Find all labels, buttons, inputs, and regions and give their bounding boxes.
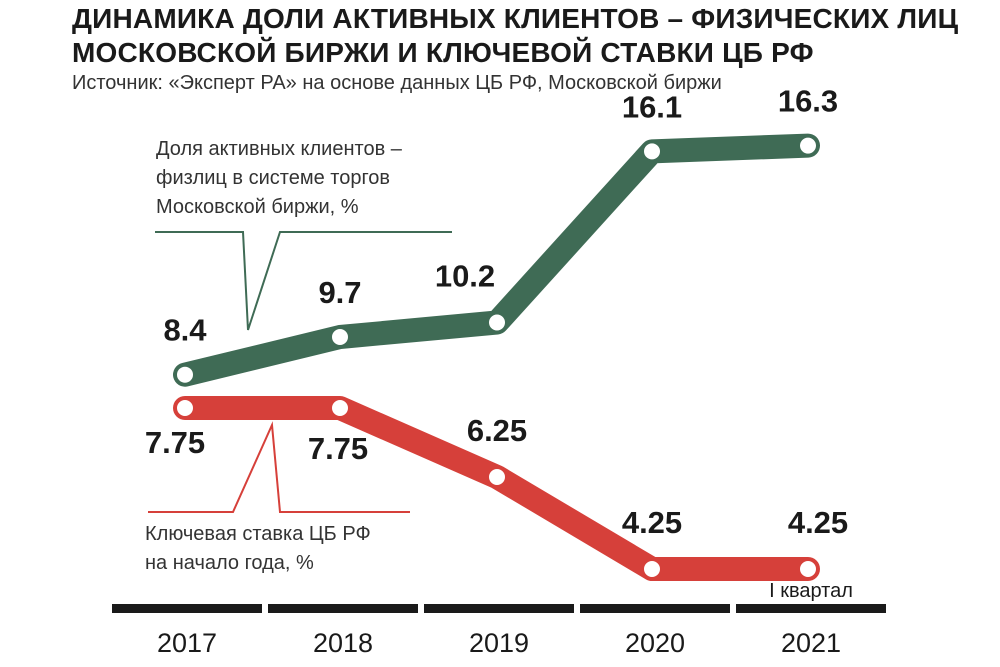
data-label-red-2021: 4.25 bbox=[788, 505, 848, 540]
data-labels: 8.4 9.7 10.2 16.1 16.3 7.75 7.75 6.25 4.25 4.25 bbox=[145, 84, 848, 540]
axis-segment-2020 bbox=[580, 604, 730, 613]
chart-title: ДИНАМИКА ДОЛИ АКТИВНЫХ КЛИЕНТОВ – ФИЗИЧЕ… bbox=[72, 2, 958, 70]
x-tick-label: 2017 bbox=[157, 628, 217, 658]
data-point-green-2019 bbox=[487, 312, 507, 333]
data-label-red-2017: 7.75 bbox=[145, 425, 205, 460]
category-note: I квартал bbox=[769, 580, 853, 602]
data-point-red-2020 bbox=[642, 559, 662, 579]
axis-segment-2021 bbox=[736, 604, 886, 613]
series-name-green: Доля активных клиентов – bbox=[156, 138, 403, 160]
data-label-green-2020: 16.1 bbox=[622, 89, 682, 124]
series-name-red: Ключевая ставка ЦБ РФ bbox=[145, 523, 371, 545]
chart-title-line-2: МОСКОВСКОЙ БИРЖИ И КЛЮЧЕВОЙ СТАВКИ ЦБ РФ bbox=[72, 37, 814, 68]
data-label-green-2018: 9.7 bbox=[318, 275, 361, 310]
x-tick-label: 2021 bbox=[781, 628, 841, 658]
x-axis: 2017 2018 2019 2020 2021 I квартал bbox=[112, 580, 886, 658]
x-tick-label: 2019 bbox=[469, 628, 529, 658]
x-tick-label: 2018 bbox=[313, 628, 373, 658]
data-point-red-2021 bbox=[798, 559, 818, 579]
data-label-red-2019: 6.25 bbox=[467, 413, 527, 448]
data-label-green-2019: 10.2 bbox=[435, 259, 495, 294]
series-name-green: Московской биржи, % bbox=[156, 196, 359, 218]
axis-segment-2019 bbox=[424, 604, 574, 613]
data-label-green-2017: 8.4 bbox=[163, 313, 207, 348]
axis-segment-2017 bbox=[112, 604, 262, 613]
chart-source: Источник: «Эксперт РА» на основе данных … bbox=[72, 72, 722, 94]
series-lines bbox=[173, 133, 820, 581]
data-point-red-2019 bbox=[487, 467, 507, 487]
data-label-red-2020: 4.25 bbox=[622, 505, 682, 540]
data-point-green-2021 bbox=[798, 135, 818, 156]
data-point-green-2018 bbox=[330, 327, 350, 347]
series-name-green: физлиц в системе торгов bbox=[156, 167, 390, 189]
data-point-green-2020 bbox=[642, 141, 662, 162]
data-label-green-2021: 16.3 bbox=[778, 84, 838, 119]
series-name-red: на начало года, % bbox=[145, 552, 314, 574]
data-point-green-2017 bbox=[175, 364, 195, 385]
axis-segment-2018 bbox=[268, 604, 418, 613]
series-callouts: Доля активных клиентов – физлиц в системе… bbox=[145, 138, 452, 574]
data-label-red-2018: 7.75 bbox=[308, 431, 368, 466]
chart-title-line-1: ДИНАМИКА ДОЛИ АКТИВНЫХ КЛИЕНТОВ – ФИЗИЧЕ… bbox=[72, 3, 959, 34]
x-tick-label: 2020 bbox=[625, 628, 685, 658]
data-point-red-2017 bbox=[175, 398, 195, 418]
callout-pointer-green bbox=[155, 231, 452, 331]
callout-pointer-red bbox=[148, 421, 410, 513]
data-point-red-2018 bbox=[330, 398, 350, 418]
